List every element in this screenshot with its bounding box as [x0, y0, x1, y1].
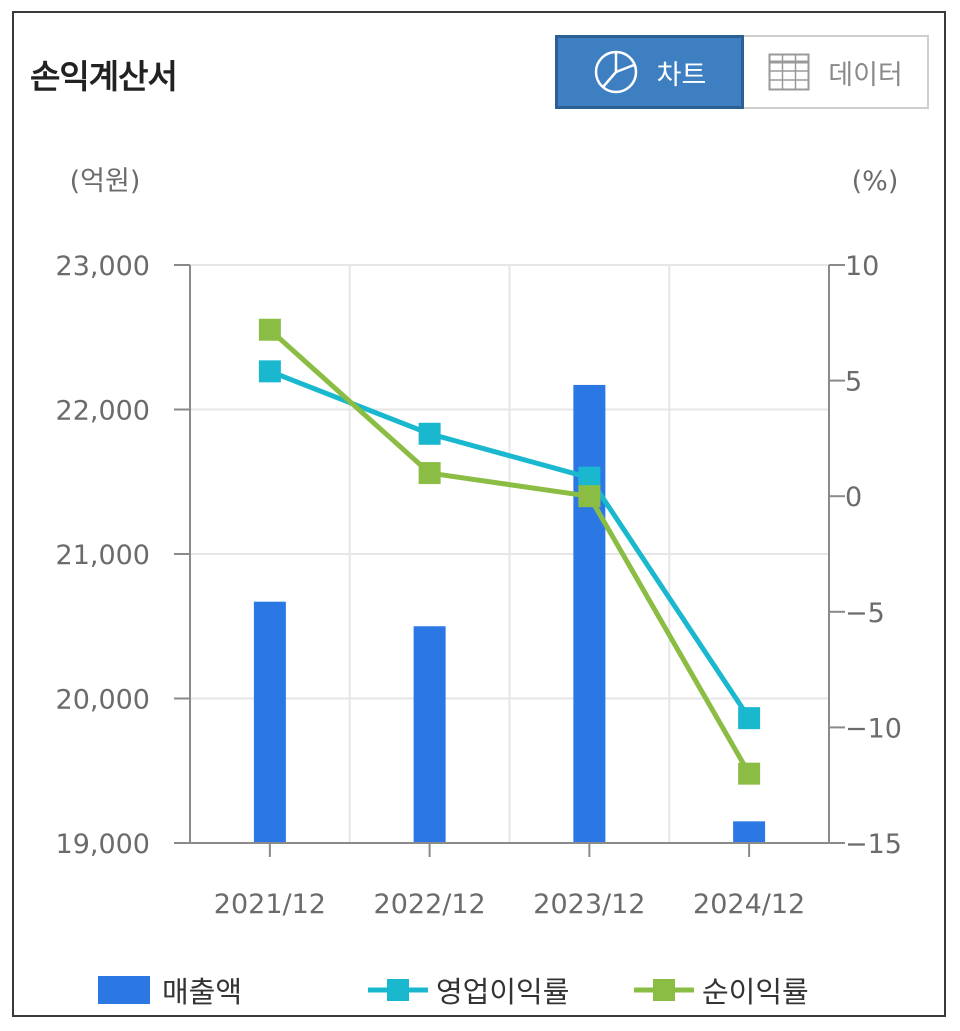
net-margin-line: [268, 327, 752, 775]
right-axis-unit: (%): [852, 166, 899, 197]
left-tick-label: 19,000: [56, 829, 150, 860]
pie-chart-icon: [594, 50, 637, 94]
left-tick-label: 21,000: [56, 540, 150, 571]
net-margin-point: [418, 462, 441, 485]
legend-item-net-margin[interactable]: 순이익률: [634, 970, 809, 1010]
right-tick-label: 10: [845, 251, 879, 282]
legend-label-net-margin: 순이익률: [702, 975, 809, 1009]
right-tick-label: 0: [845, 482, 862, 513]
op-margin-point: [578, 466, 601, 489]
chart-view-button[interactable]: 차트: [555, 35, 744, 109]
data-view-button[interactable]: 데이터: [744, 35, 929, 109]
revenue-bar: [253, 601, 286, 843]
left-axis-unit: (억원): [70, 166, 141, 197]
revenue-bar: [413, 626, 446, 843]
net-margin-point: [738, 762, 761, 785]
net-margin-point: [258, 318, 281, 341]
income-chart: 19,000 20,000 21,000 22,000 23,000 −15 −10 −5 0 5…: [56, 166, 902, 920]
table-grid-icon: [768, 53, 810, 91]
op-margin-swatch: [368, 979, 428, 1001]
legend-item-revenue[interactable]: 매출액: [98, 970, 242, 1010]
revenue-bar: [733, 821, 766, 843]
x-tick-label: 2023/12: [533, 889, 645, 920]
net-margin-swatch: [634, 979, 694, 1001]
legend-item-op-margin[interactable]: 영업이익률: [368, 970, 569, 1010]
op-margin-point: [418, 422, 441, 445]
x-tick-label: 2021/12: [214, 889, 326, 920]
net-margin-point: [578, 485, 601, 508]
legend-label-revenue: 매출액: [162, 975, 243, 1009]
left-tick-label: 23,000: [56, 251, 150, 282]
op-margin-point: [258, 360, 281, 383]
x-tick-label: 2024/12: [693, 889, 805, 920]
right-tick-label: 5: [845, 367, 862, 398]
data-view-label: 데이터: [828, 59, 903, 91]
left-tick-label: 20,000: [56, 685, 150, 716]
op-margin-point: [738, 707, 761, 730]
right-tick-label: −10: [845, 713, 902, 744]
chart-view-label: 차트: [656, 59, 707, 91]
revenue-swatch: [98, 976, 150, 1004]
x-tick-label: 2022/12: [374, 889, 486, 920]
view-toggle: 차트 데이터: [555, 35, 929, 109]
right-tick-label: −5: [845, 598, 885, 629]
legend-label-op-margin: 영업이익률: [436, 975, 570, 1009]
left-tick-label: 22,000: [56, 396, 150, 427]
income-statement-panel: [12, 11, 946, 1017]
page-title: 손익계산서: [30, 57, 178, 96]
revenue-bar: [573, 384, 606, 843]
right-tick-label: −15: [845, 829, 902, 860]
